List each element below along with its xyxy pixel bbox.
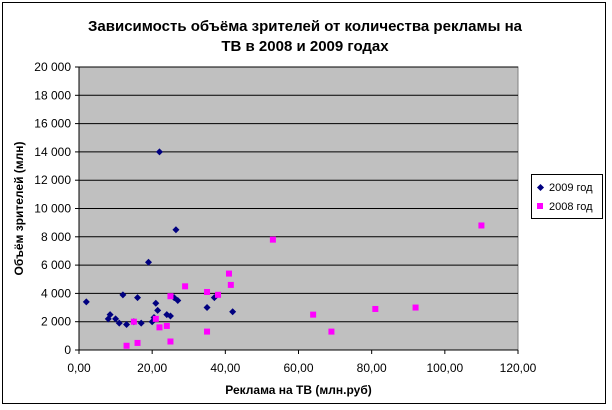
data-point-2008: [204, 288, 211, 295]
data-point-2008: [269, 236, 276, 243]
data-point-2008: [134, 339, 141, 346]
legend: 2009 год 2008 год: [531, 174, 603, 219]
x-tick-label: 0,00: [67, 361, 91, 375]
y-tick-label: 18 000: [34, 88, 71, 102]
y-tick-label: 14 000: [34, 145, 71, 159]
data-point-2008: [152, 315, 159, 322]
x-tick-label: 40,00: [210, 361, 240, 375]
y-tick-label: 4 000: [41, 286, 71, 300]
data-point-2009: [137, 319, 145, 327]
data-point-2008: [182, 283, 189, 290]
data-point-2008: [163, 322, 170, 329]
gridlines: [79, 66, 518, 323]
data-point-2009: [145, 258, 153, 266]
data-point-2008: [167, 338, 174, 345]
data-point-2009: [106, 311, 114, 319]
data-points: [82, 148, 485, 349]
data-point-2008: [130, 318, 137, 325]
data-point-2008: [123, 342, 130, 349]
data-point-2008: [167, 293, 174, 300]
y-tick-label: 10 000: [34, 202, 71, 216]
data-point-2009: [115, 319, 123, 327]
chart-title: Зависимость объёма зрителей от количеств…: [3, 17, 607, 57]
x-tick-labels: 0,00 20,00 40,00 60,00 80,00 100,00 120,00: [67, 361, 536, 375]
y-tick-labels: 0 2 000 4 000 6 000 8 000 10 000 12 000 14 000 1…: [34, 60, 71, 357]
scatter-plot: 0 2 000 4 000 6 000 8 000 10 000 12 000 14 000 1…: [12, 60, 537, 397]
data-point-2009: [154, 306, 162, 314]
data-point-2008: [310, 311, 317, 318]
y-axis-title: Объём зрителей (млн): [12, 141, 26, 275]
y-tick-label: 6 000: [41, 258, 71, 272]
axes: [75, 66, 519, 354]
data-point-2008: [372, 305, 379, 312]
data-point-2009: [229, 308, 237, 316]
data-point-2009: [166, 312, 174, 320]
data-point-2009: [82, 298, 90, 306]
legend-label-2008: 2008 год: [549, 201, 593, 213]
square-marker-icon: [537, 203, 543, 209]
diamond-marker-icon: [536, 183, 545, 192]
data-point-2009: [119, 291, 127, 299]
data-point-2008: [478, 222, 485, 229]
data-point-2009: [134, 294, 142, 302]
y-tick-label: 0: [64, 343, 71, 357]
data-point-2008: [156, 324, 163, 331]
y-tick-label: 12 000: [34, 173, 71, 187]
data-point-2008: [204, 328, 211, 335]
x-tick-label: 60,00: [283, 361, 313, 375]
x-tick-label: 20,00: [137, 361, 167, 375]
data-point-2008: [227, 281, 234, 288]
chart-area: Зависимость объёма зрителей от количеств…: [2, 2, 606, 404]
data-point-2008: [215, 291, 222, 298]
y-tick-label: 16 000: [34, 117, 71, 131]
data-point-2009: [152, 299, 160, 307]
data-point-2009: [112, 315, 120, 323]
data-point-2008: [225, 270, 232, 277]
data-point-2008: [328, 328, 335, 335]
data-point-2009: [155, 148, 163, 156]
y-tick-label: 8 000: [41, 230, 71, 244]
x-tick-label: 100,00: [426, 361, 463, 375]
data-point-2008: [412, 304, 419, 311]
chart-title-line-2: ТВ в 2008 и 2009 годах: [221, 38, 389, 55]
x-tick-label: 80,00: [357, 361, 387, 375]
legend-label-2009: 2009 год: [549, 182, 593, 194]
y-tick-label: 20 000: [34, 60, 71, 74]
data-point-2009: [203, 304, 211, 312]
data-point-2009: [174, 296, 182, 304]
data-point-2009: [172, 226, 180, 234]
y-tick-label: 2 000: [41, 315, 71, 329]
chart-title-line-1: Зависимость объёма зрителей от количеств…: [88, 18, 522, 35]
x-tick-label: 120,00: [500, 361, 537, 375]
x-axis-title: Реклама на ТВ (млн.руб): [225, 383, 371, 397]
data-point-2009: [123, 321, 131, 329]
